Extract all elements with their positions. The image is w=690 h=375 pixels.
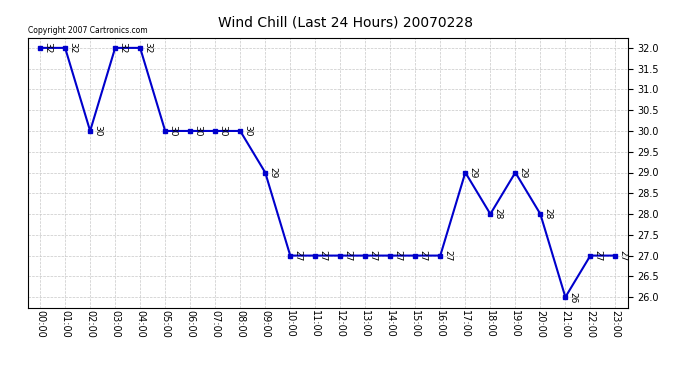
- Text: 27: 27: [368, 250, 377, 261]
- Text: 30: 30: [93, 125, 102, 137]
- Text: 29: 29: [468, 167, 477, 178]
- Text: 30: 30: [218, 125, 227, 137]
- Text: 27: 27: [443, 250, 452, 261]
- Text: 30: 30: [243, 125, 252, 137]
- Text: 29: 29: [518, 167, 527, 178]
- Text: 32: 32: [68, 42, 77, 54]
- Text: 27: 27: [418, 250, 427, 261]
- Text: 29: 29: [268, 167, 277, 178]
- Text: 27: 27: [293, 250, 302, 261]
- Text: 30: 30: [193, 125, 202, 137]
- Text: 32: 32: [143, 42, 152, 54]
- Text: 27: 27: [593, 250, 602, 261]
- Text: 27: 27: [343, 250, 352, 261]
- Text: Wind Chill (Last 24 Hours) 20070228: Wind Chill (Last 24 Hours) 20070228: [217, 15, 473, 29]
- Text: 30: 30: [168, 125, 177, 137]
- Text: Copyright 2007 Cartronics.com: Copyright 2007 Cartronics.com: [28, 26, 147, 35]
- Text: 27: 27: [318, 250, 327, 261]
- Text: 27: 27: [393, 250, 402, 261]
- Text: 32: 32: [118, 42, 127, 54]
- Text: 32: 32: [43, 42, 52, 54]
- Text: 28: 28: [543, 209, 552, 220]
- Text: 26: 26: [568, 291, 577, 303]
- Text: 28: 28: [493, 209, 502, 220]
- Text: 27: 27: [618, 250, 627, 261]
